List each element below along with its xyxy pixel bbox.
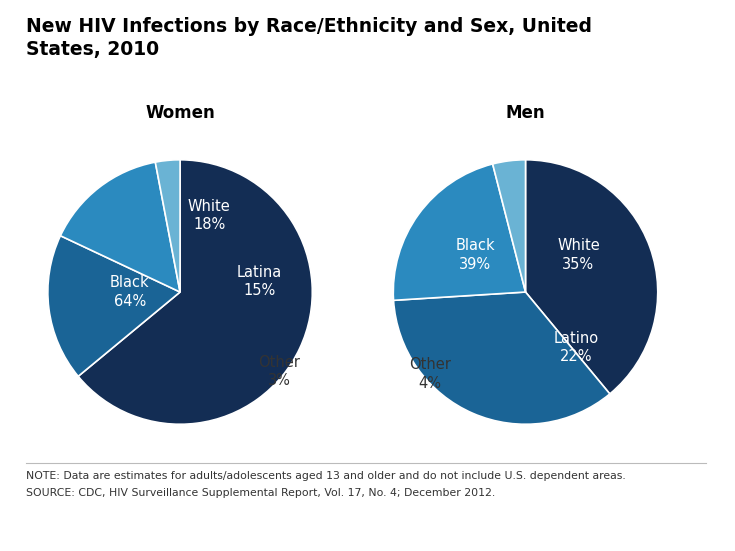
Text: FAMILY: FAMILY xyxy=(645,520,686,530)
Text: Latino
22%: Latino 22% xyxy=(553,331,598,364)
Wedge shape xyxy=(393,164,526,300)
Text: Other
4%: Other 4% xyxy=(409,357,451,391)
Text: THE HENRY J.: THE HENRY J. xyxy=(643,498,687,504)
Text: Black
39%: Black 39% xyxy=(456,238,495,272)
Wedge shape xyxy=(60,162,180,292)
Text: Black
64%: Black 64% xyxy=(110,276,150,309)
Text: White
35%: White 35% xyxy=(557,238,600,272)
Text: White
18%: White 18% xyxy=(188,198,231,232)
Wedge shape xyxy=(393,292,610,424)
Title: Women: Women xyxy=(146,104,215,122)
Text: NOTE: Data are estimates for adults/adolescents aged 13 and older and do not inc: NOTE: Data are estimates for adults/adol… xyxy=(26,471,625,481)
Text: Latina
15%: Latina 15% xyxy=(237,264,282,298)
Title: Men: Men xyxy=(506,104,545,122)
Wedge shape xyxy=(78,160,312,424)
Text: Other
3%: Other 3% xyxy=(258,355,300,388)
Wedge shape xyxy=(492,160,526,292)
Text: FOUNDATION: FOUNDATION xyxy=(644,533,686,538)
Text: New HIV Infections by Race/Ethnicity and Sex, United
States, 2010: New HIV Infections by Race/Ethnicity and… xyxy=(26,17,592,59)
Text: KAISER: KAISER xyxy=(644,508,686,518)
Wedge shape xyxy=(526,160,658,394)
Wedge shape xyxy=(48,236,180,376)
Wedge shape xyxy=(155,160,180,292)
Text: SOURCE: CDC, HIV Surveillance Supplemental Report, Vol. 17, No. 4; December 2012: SOURCE: CDC, HIV Surveillance Supplement… xyxy=(26,488,495,498)
